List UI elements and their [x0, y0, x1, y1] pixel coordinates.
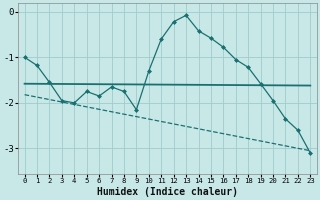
X-axis label: Humidex (Indice chaleur): Humidex (Indice chaleur) [97, 186, 238, 197]
